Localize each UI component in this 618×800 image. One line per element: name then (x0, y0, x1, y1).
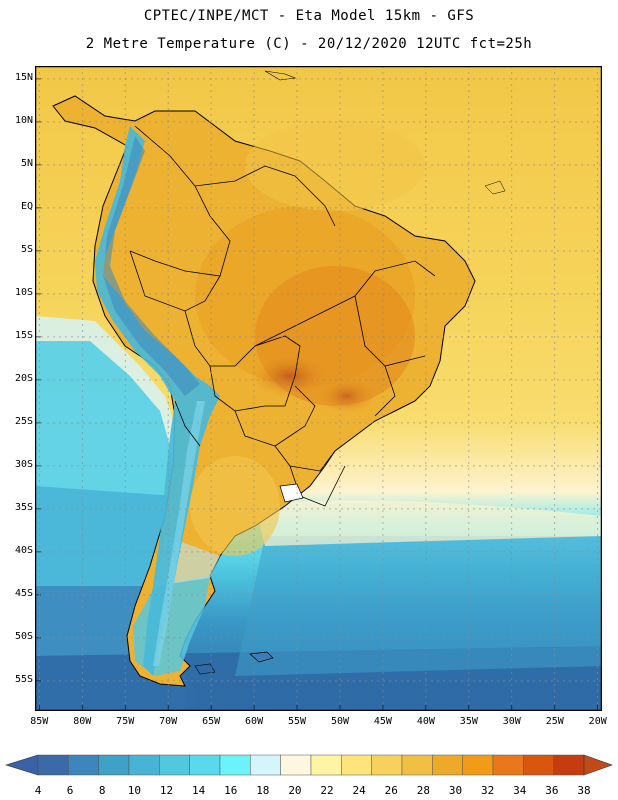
colorbar-label: 30 (448, 784, 463, 797)
latitude-label: 5N (20, 157, 33, 169)
colorbar-label: 26 (384, 784, 398, 797)
colorbar-label: 32 (481, 784, 495, 797)
map-subtitle: 2 Metre Temperature (C) - 20/12/2020 12U… (85, 36, 533, 52)
longitude-label: 30W (502, 716, 521, 727)
latitude-label: 15S (14, 329, 33, 341)
longitude-label: 65W (202, 716, 221, 727)
colorbar-swatch (128, 754, 160, 776)
colorbar-label: 14 (191, 784, 206, 797)
falkland-islands (249, 651, 274, 663)
longitude-label: 60W (245, 716, 264, 727)
longitude-label: 40W (416, 716, 435, 727)
latitude-label: 40S (14, 544, 33, 556)
latitude-label: 10N (14, 114, 33, 126)
colorbar-label: 20 (288, 784, 302, 797)
colorbar-swatch (462, 754, 494, 776)
colorbar-label: 34 (513, 784, 527, 797)
latitude-label: 35S (14, 501, 33, 513)
colorbar-swatch (341, 754, 372, 776)
colorbar (0, 752, 618, 782)
colorbar-label: 8 (98, 784, 106, 797)
longitude-label: 80W (73, 716, 92, 727)
andes-cold-ridge (95, 126, 220, 676)
lake-shape (279, 483, 304, 503)
longitude-label: 85W (30, 716, 49, 727)
colorbar-label: 24 (352, 784, 366, 797)
colorbar-swatch (280, 754, 312, 776)
colorbar-label: 4 (34, 784, 42, 797)
country-borders (129, 125, 436, 507)
colorbar-label: 6 (66, 784, 74, 797)
colorbar-label: 22 (320, 784, 334, 797)
colorbar-swatch (371, 754, 403, 776)
colorbar-label: 18 (256, 784, 270, 797)
colorbar-right-arrow (583, 754, 613, 776)
colorbar-swatch (432, 754, 463, 776)
latitude-label: 25S (14, 415, 33, 427)
latitude-label: 10S (14, 286, 33, 298)
colorbar-swatch (250, 754, 281, 776)
longitude-label: 20W (588, 716, 607, 727)
colorbar-swatch (219, 754, 251, 776)
longitude-label: 45W (373, 716, 392, 727)
latitude-label: EQ (20, 200, 33, 212)
colorbar-swatch (189, 754, 221, 776)
colorbar-swatch (310, 754, 342, 776)
colorbar-swatch (401, 754, 433, 776)
colorbar-label: 36 (545, 784, 559, 797)
graticule (35, 66, 602, 711)
latitude-label: 15N (14, 71, 33, 83)
latitude-label: 50S (14, 630, 33, 642)
longitude-label: 70W (159, 716, 178, 727)
colorbar-swatch (553, 754, 585, 776)
colorbar-swatch (68, 754, 99, 776)
hot-spot-southeast (317, 378, 377, 414)
latitude-label: 55S (14, 673, 33, 685)
colorbar-label: 10 (127, 784, 141, 797)
colorbar-label: 16 (224, 784, 238, 797)
colorbar-swatch (159, 754, 190, 776)
map-frame (34, 65, 603, 712)
latitude-label: 5S (20, 243, 33, 255)
longitude-label: 75W (116, 716, 135, 727)
colorbar-left-arrow (4, 754, 39, 776)
colorbar-label: 28 (416, 784, 431, 797)
map-title: CPTEC/INPE/MCT - Eta Model 15km - GFS (143, 8, 475, 24)
longitude-label: 55W (287, 716, 307, 727)
colorbar-swatch (523, 754, 554, 776)
latitude-label: 20S (14, 372, 33, 384)
map-canvas (34, 65, 603, 712)
longitude-label: 50W (330, 716, 349, 727)
hot-spot-pantanal (250, 354, 330, 398)
colorbar-swatch (98, 754, 130, 776)
colorbar-swatch (492, 754, 524, 776)
temperature-map (34, 65, 603, 712)
latitude-label: 45S (14, 587, 33, 599)
longitude-label: 35W (459, 716, 478, 727)
longitude-label: 25W (545, 716, 564, 727)
latitude-label: 30S (14, 458, 33, 470)
colorbar-label: 38 (577, 784, 591, 797)
colorbar-label: 12 (159, 784, 174, 797)
colorbar-swatch (37, 754, 69, 776)
